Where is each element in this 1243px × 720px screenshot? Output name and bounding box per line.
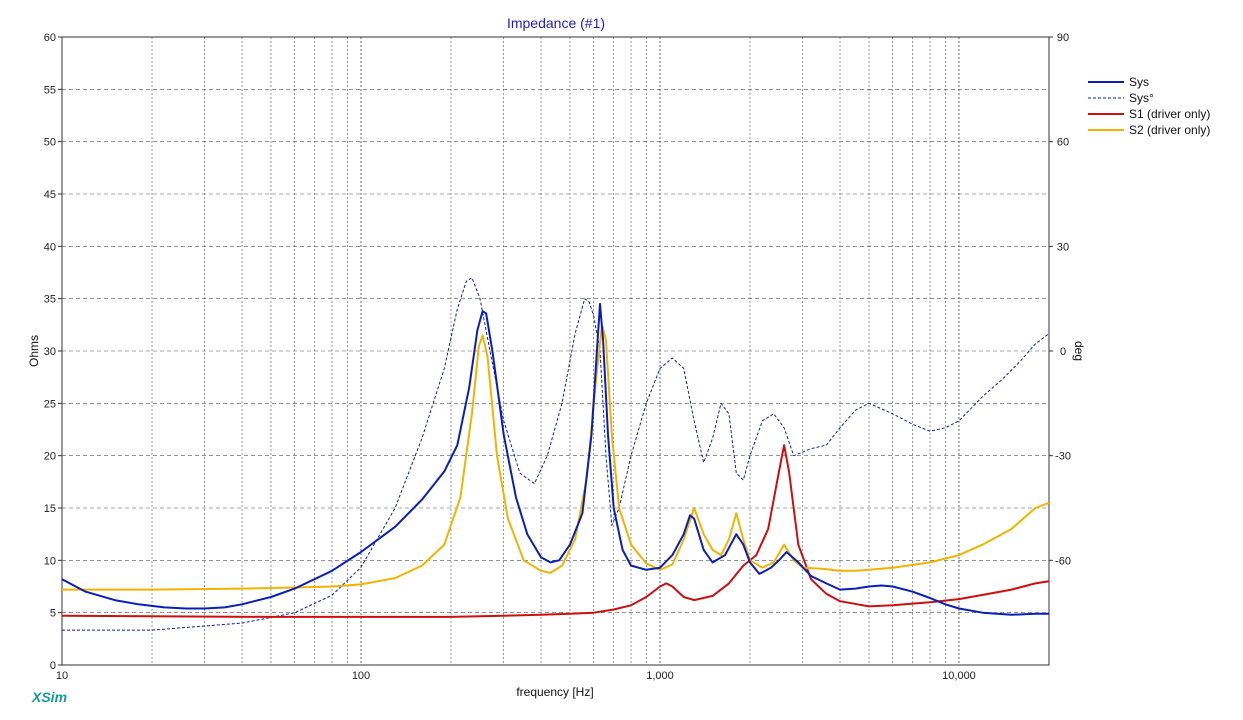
y2-axis-label: deg	[1072, 341, 1086, 361]
y2-tick-label: 30	[1057, 241, 1069, 253]
x-tick-label: 10,000	[942, 670, 976, 682]
y-tick-label: 30	[44, 346, 56, 358]
y2-tick-label: -30	[1055, 451, 1071, 463]
y2-tick-label: 60	[1057, 137, 1069, 149]
y-tick-label: 60	[44, 32, 56, 44]
legend: Sys Sys° S1 (driver only) S2 (driver only)	[1088, 75, 1210, 137]
y-tick-label: 50	[44, 137, 56, 149]
series-line-3	[62, 323, 1050, 591]
legend-label: Sys°	[1129, 91, 1154, 105]
x-tick-label: 10	[56, 670, 68, 682]
y-tick-label: 35	[44, 294, 56, 306]
y2-tick-label: -60	[1055, 555, 1071, 567]
y-tick-label: 10	[44, 555, 56, 567]
y-tick-label: 40	[44, 241, 56, 253]
chart-title: Impedance (#1)	[507, 15, 605, 31]
y-tick-label: 20	[44, 451, 56, 463]
legend-label: Sys	[1129, 75, 1149, 89]
y-tick-label: 15	[44, 503, 56, 515]
xsim-logo: XSim	[31, 689, 67, 705]
grid	[62, 37, 1049, 665]
x-tick-label: 100	[352, 670, 370, 682]
tick-labels: 10 100 1,000 10,000 0 5 10 15 20 25 30 35 40 45 50 55 60…	[44, 32, 1071, 682]
legend-label: S1 (driver only)	[1129, 107, 1210, 121]
series-layer	[61, 277, 1050, 631]
legend-label: S2 (driver only)	[1129, 123, 1210, 137]
series-line-1	[62, 277, 1050, 631]
y-tick-label: 25	[44, 398, 56, 410]
series-line-0	[61, 302, 1049, 616]
y-tick-label: 55	[44, 84, 56, 96]
x-tick-label: 1,000	[646, 670, 674, 682]
y-tick-label: 45	[44, 189, 56, 201]
y2-tick-label: 90	[1057, 32, 1069, 44]
series-line-2	[61, 444, 1050, 618]
y-tick-label: 5	[50, 608, 56, 620]
y2-tick-label: 0	[1060, 346, 1066, 358]
y-axis-label: Ohms	[27, 335, 41, 367]
x-axis-label: frequency [Hz]	[516, 685, 593, 699]
y-tick-label: 0	[50, 660, 56, 672]
